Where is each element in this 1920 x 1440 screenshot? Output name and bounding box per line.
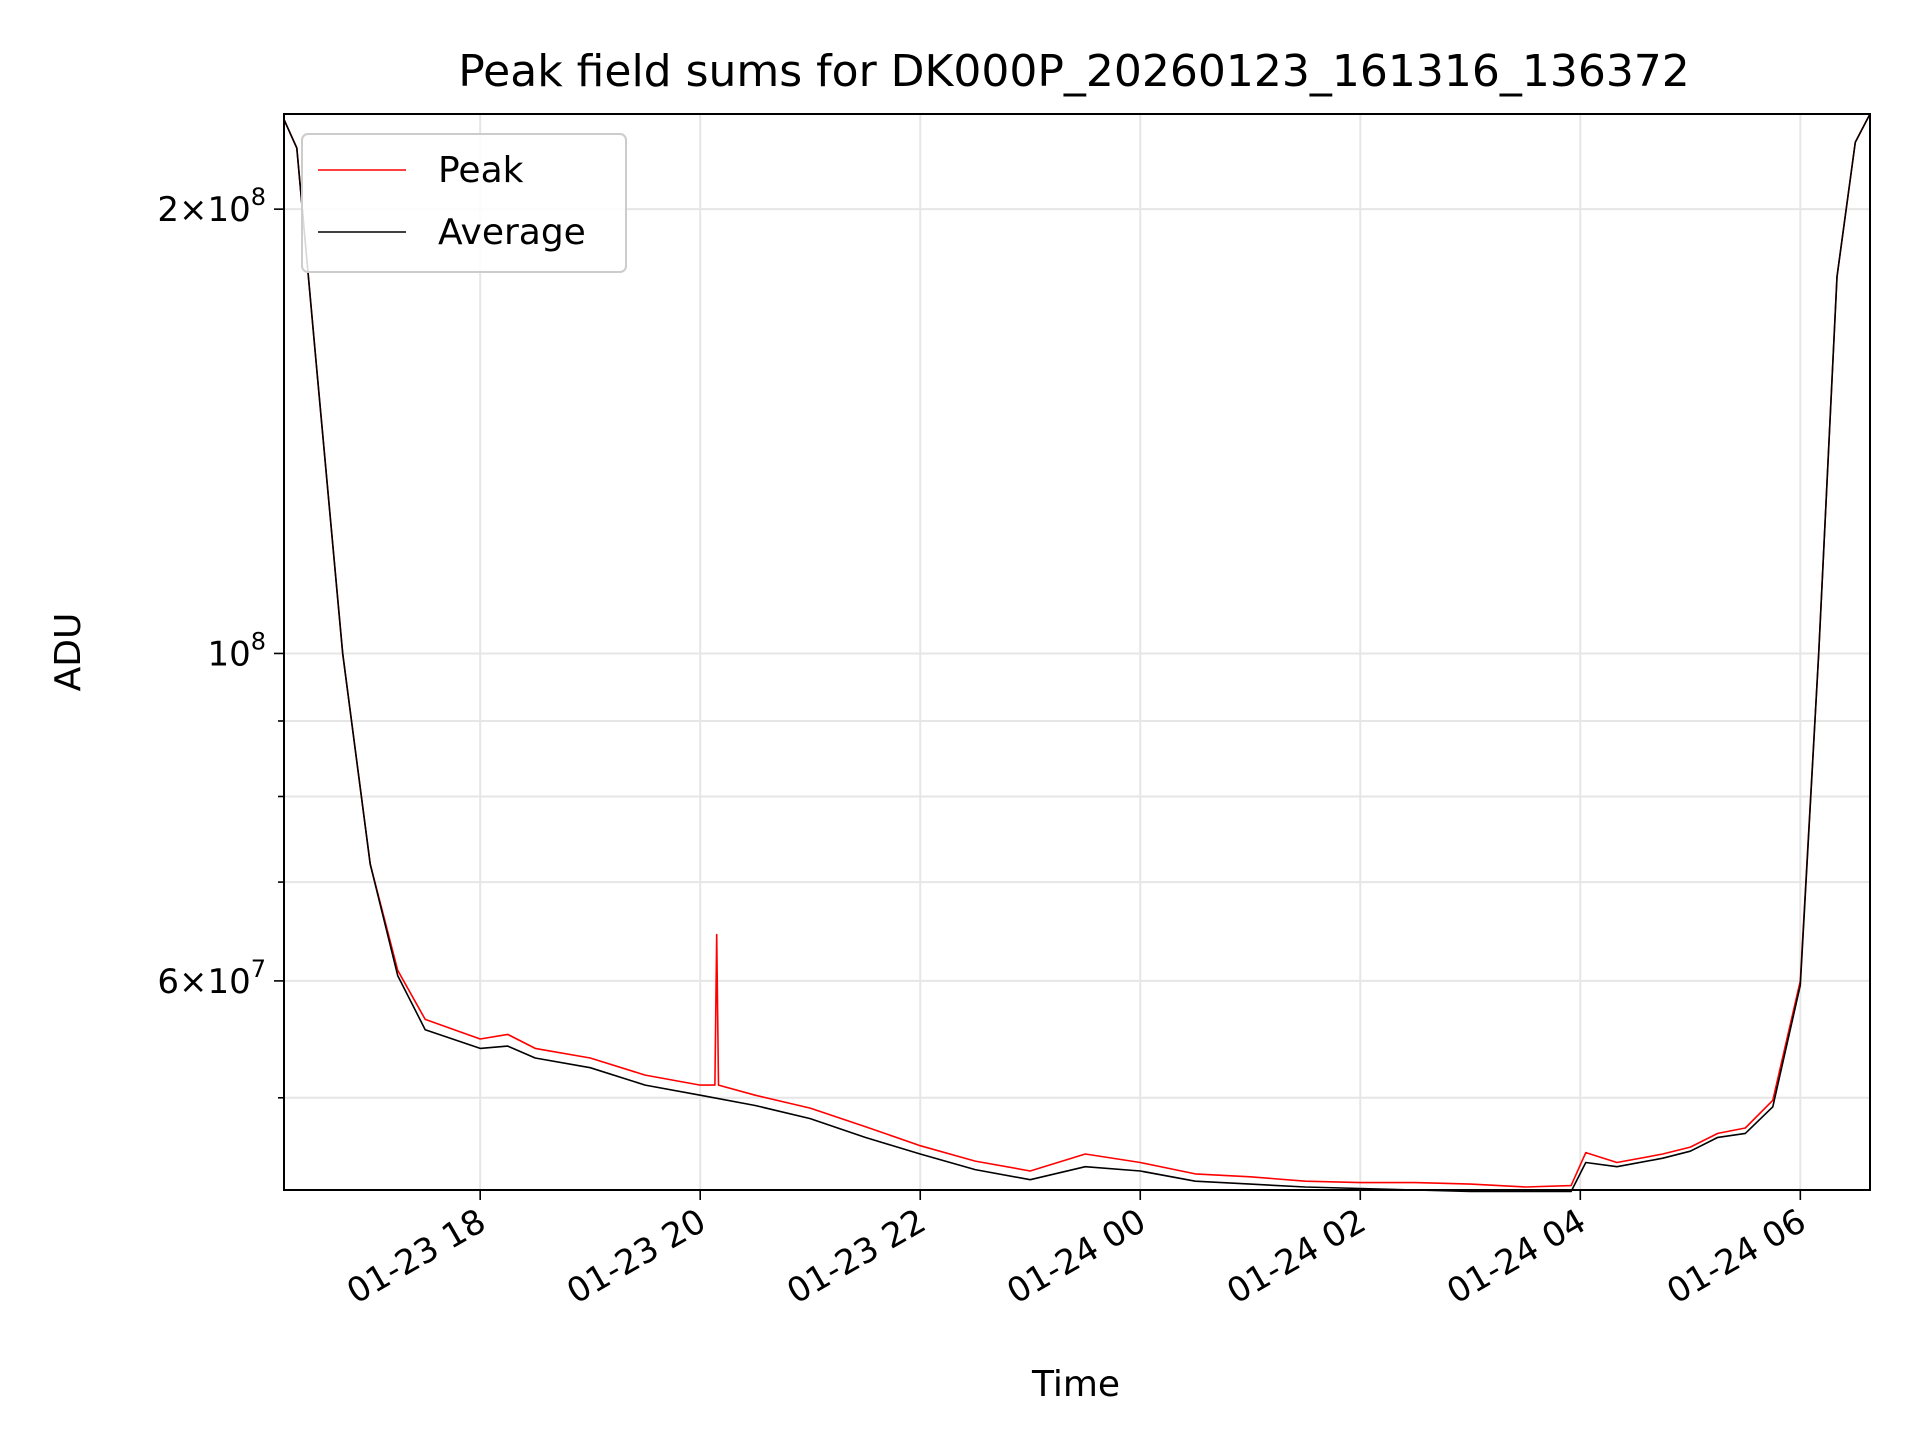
series-line-average [283,113,1871,1193]
plot-area [283,113,1871,1193]
axes-frame [283,113,1871,1191]
y-tick-label: 6×107 [157,955,266,1002]
grid-lines [284,114,1870,1190]
legend-label-peak: Peak [438,150,524,191]
legend: Peak Average [301,133,627,273]
x-axis-label: Time [1031,1364,1120,1405]
series-line-peak [283,113,1871,1188]
legend-label-average: Average [438,212,586,253]
y-axis-label: ADU [48,613,89,692]
chart-title: Peak field sums for DK000P_20260123_1613… [458,46,1690,97]
y-tick-label: 108 [207,627,266,674]
y-axis: 6×107 108 2×108 [157,183,284,1099]
y-tick-label: 2×108 [157,183,266,230]
legend-box [301,133,627,273]
